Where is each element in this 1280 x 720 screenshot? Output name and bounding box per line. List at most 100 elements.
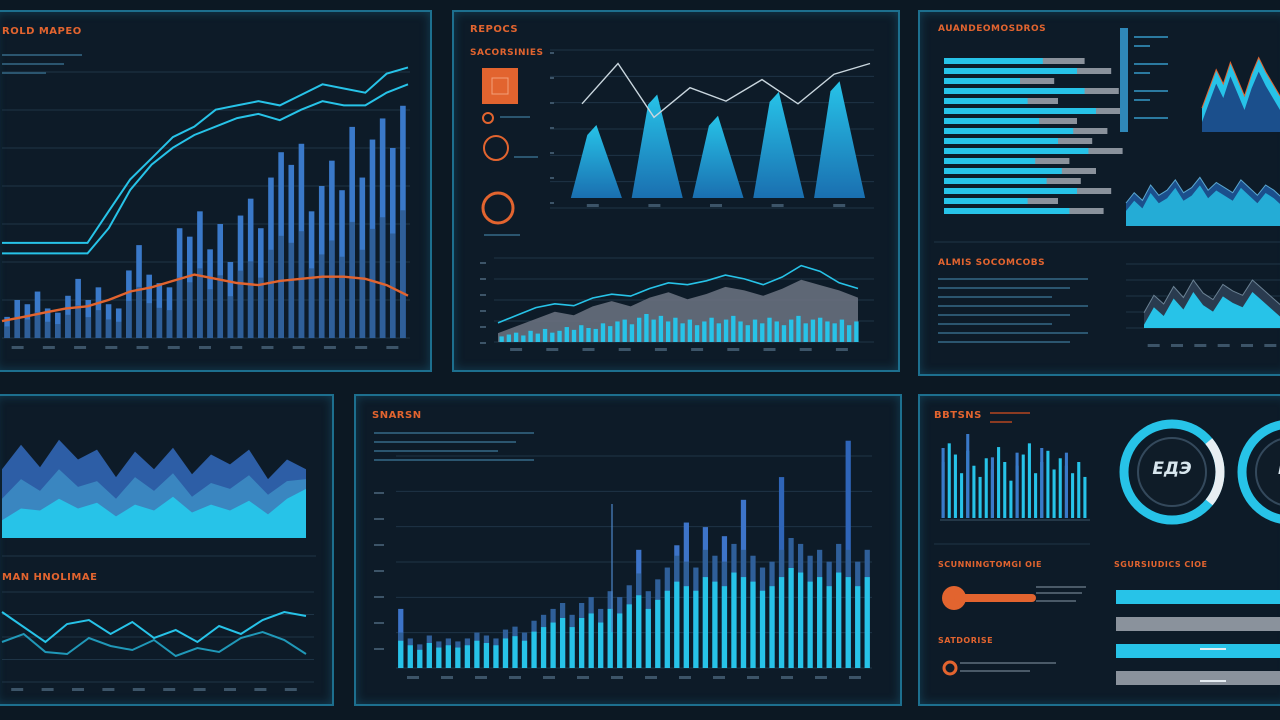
tick-mark: [254, 688, 267, 691]
bar: [1003, 462, 1007, 518]
text-line: [2, 72, 46, 74]
panel-title: REPOCS: [470, 24, 519, 35]
series-line: [2, 66, 409, 244]
bar: [156, 307, 163, 338]
tick-mark: [1264, 344, 1277, 347]
bar: [796, 315, 801, 342]
bar: [186, 282, 193, 338]
bar: [674, 581, 680, 668]
bar: [1021, 454, 1025, 518]
bar: [738, 321, 743, 342]
tick-mark: [509, 676, 521, 679]
hbar-cyan: [944, 178, 1047, 184]
bar: [972, 465, 976, 518]
orange-square-icon: [482, 68, 518, 104]
gauge-core: [1137, 437, 1207, 507]
gauge-2-value: ЕЭ: [1250, 459, 1280, 479]
bar: [778, 577, 785, 668]
bar: [398, 640, 404, 668]
bar: [797, 572, 804, 668]
bar: [513, 332, 519, 342]
tick-mark: [11, 688, 24, 691]
text-line: [1200, 680, 1226, 682]
series-line: [581, 62, 871, 119]
hbar-cyan: [944, 138, 1058, 144]
bar: [817, 577, 823, 668]
square-inner: [491, 77, 509, 95]
bar: [693, 590, 699, 668]
area-fill: [1144, 292, 1280, 328]
bar: [984, 458, 988, 518]
bar: [593, 328, 598, 342]
series-line: [1, 273, 409, 323]
bar: [832, 323, 837, 342]
tick-mark: [611, 676, 623, 679]
tick-mark: [72, 688, 84, 691]
tick-mark: [1194, 344, 1207, 347]
series-line: [1, 630, 307, 658]
tick-mark: [407, 676, 419, 679]
hbar-cyan: [944, 98, 1028, 104]
text-line: [960, 662, 1056, 664]
bar: [278, 235, 284, 338]
panel-gauges: BBTSNS SCUNNINGTOMGI OIE SATDORISE SGURS…: [918, 394, 1280, 706]
tick-mark: [799, 348, 812, 351]
bar: [540, 627, 547, 668]
tick-mark: [355, 346, 368, 349]
series-line: [497, 264, 859, 324]
bar: [788, 568, 794, 668]
gauge-ring: [1237, 420, 1280, 524]
bar: [687, 319, 693, 342]
bar: [767, 317, 772, 342]
text-line: [514, 156, 538, 158]
hbar-cyan: [944, 68, 1077, 74]
bar: [774, 321, 779, 342]
tick-mark: [577, 676, 589, 679]
tick-mark: [163, 688, 176, 691]
bar: [521, 335, 526, 342]
bar: [65, 314, 71, 338]
text-line: [1134, 90, 1168, 92]
peak-area: [631, 94, 683, 198]
tick-mark: [713, 676, 725, 679]
chart-p6: [934, 412, 1280, 685]
text-line: [938, 296, 1052, 298]
bar: [1027, 443, 1031, 518]
tick-mark: [261, 346, 274, 349]
bar: [455, 647, 461, 668]
axis-tick: [550, 152, 554, 154]
tick-mark: [136, 346, 149, 349]
bar: [550, 622, 556, 668]
bar: [1064, 452, 1068, 518]
panel-subtitle: SACORSINIES: [470, 48, 544, 58]
bar: [166, 310, 173, 338]
bar: [359, 249, 366, 338]
series-line: [2, 83, 409, 255]
bar: [680, 323, 685, 342]
bar: [702, 577, 709, 668]
bar: [14, 317, 21, 338]
label-c: SGURSIUDICS CIOE: [1114, 560, 1208, 569]
panel-title: ROLD MAPEO: [2, 26, 82, 37]
bar: [483, 643, 490, 668]
bar: [760, 323, 765, 342]
tick-mark: [771, 204, 784, 207]
text-line: [990, 421, 1012, 423]
gauge-progress: [1119, 419, 1225, 525]
tick-mark: [691, 348, 704, 351]
tick-mark: [763, 348, 776, 351]
bar: [598, 622, 604, 668]
tick-mark: [710, 204, 722, 207]
bar: [723, 319, 729, 342]
bar: [600, 323, 606, 342]
tick-mark: [679, 676, 691, 679]
bar: [349, 221, 355, 338]
panel-title: AUANDEOMOSDROS: [938, 24, 1047, 34]
bar: [436, 647, 442, 668]
bar: [369, 228, 376, 338]
gauge-1-value: ЕДЭ: [1152, 459, 1192, 479]
tick-mark: [835, 348, 848, 351]
axis-tick: [550, 177, 554, 179]
label-b: SATDORISE: [938, 636, 994, 645]
bar: [542, 328, 548, 342]
